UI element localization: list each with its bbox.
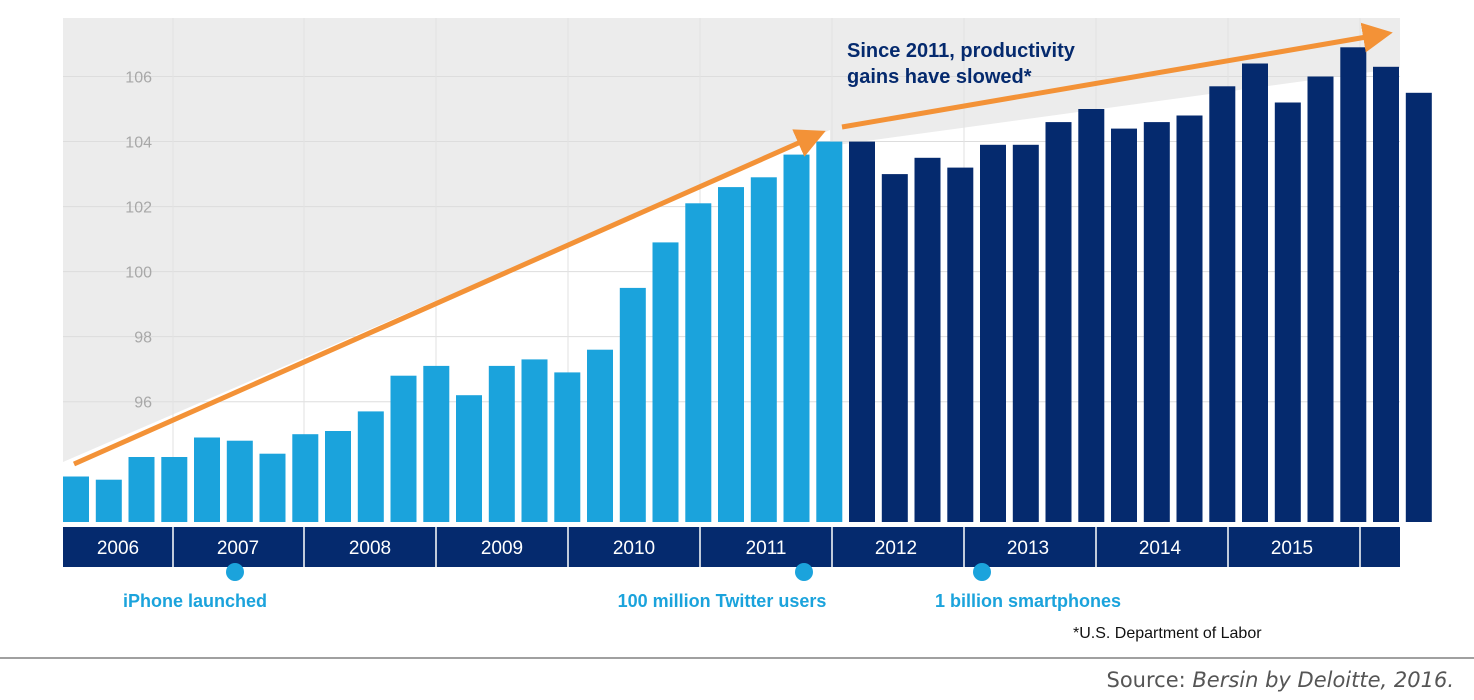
bar-pre-2011 — [783, 154, 810, 522]
slowdown-annotation-line2: gains have slowed* — [847, 66, 1032, 88]
bar-pre-2011 — [652, 242, 679, 522]
year-label: 2008 — [349, 538, 391, 559]
milestone-dot — [226, 563, 244, 581]
bar-post-2011 — [1045, 122, 1072, 522]
milestone-label: iPhone launched — [123, 591, 267, 611]
bar-pre-2011 — [390, 375, 417, 522]
year-label: 2009 — [481, 538, 523, 559]
bar-pre-2011 — [521, 359, 548, 522]
bar-post-2011 — [1078, 109, 1105, 522]
slowdown-annotation-line1: Since 2011, productivity — [847, 40, 1076, 62]
y-tick-label: 100 — [125, 265, 152, 282]
bar-pre-2011 — [325, 431, 351, 522]
bar-post-2011 — [1373, 66, 1399, 523]
y-tick-label: 98 — [134, 330, 152, 347]
bar-post-2011 — [914, 157, 941, 523]
bar-pre-2011 — [587, 349, 613, 522]
bar-pre-2011 — [718, 187, 744, 522]
y-tick-label: 104 — [125, 135, 152, 152]
bar-pre-2011 — [750, 177, 777, 523]
bar-pre-2011 — [63, 476, 89, 522]
milestone-dot — [973, 563, 991, 581]
trend-arrows — [72, 22, 1393, 467]
y-tick-label: 96 — [134, 395, 152, 412]
bar-post-2011 — [1307, 76, 1334, 522]
bar-post-2011 — [881, 174, 908, 522]
bar-pre-2011 — [619, 287, 646, 522]
bar-pre-2011 — [95, 479, 122, 522]
bar-pre-2011 — [128, 457, 155, 522]
bar-post-2011 — [1274, 102, 1301, 522]
trend-arrow-slow — [841, 22, 1393, 130]
year-band — [63, 527, 1400, 567]
trend-arrow-fast — [72, 129, 826, 467]
footnote: *U.S. Department of Labor — [1073, 625, 1262, 642]
year-label: 2006 — [97, 538, 139, 559]
bar-pre-2011 — [226, 440, 253, 522]
bar-post-2011 — [1242, 63, 1268, 522]
year-label: 2012 — [875, 538, 917, 559]
bar-post-2011 — [947, 167, 974, 522]
bar-post-2011 — [1143, 122, 1170, 522]
year-label: 2014 — [1139, 538, 1182, 559]
y-tick-label: 106 — [125, 70, 152, 87]
year-label: 2011 — [746, 538, 787, 559]
bar-pre-2011 — [259, 453, 286, 522]
bar-pre-2011 — [685, 203, 712, 523]
source-prefix: Source: — [1106, 668, 1193, 692]
bar-pre-2011 — [194, 437, 220, 522]
bar-pre-2011 — [554, 372, 581, 522]
bar-post-2011 — [1111, 128, 1137, 522]
bars — [63, 47, 1432, 523]
milestones: iPhone launched 100 million Twitter users… — [123, 563, 1121, 611]
bar-post-2011 — [1176, 115, 1203, 522]
year-label: 2007 — [217, 538, 259, 559]
year-label: 2015 — [1271, 538, 1313, 559]
bar-post-2011 — [1012, 144, 1039, 523]
year-label: 2013 — [1007, 538, 1049, 559]
source-credit: Source: Bersin by Deloitte, 2016. — [1106, 668, 1454, 692]
bar-post-2011 — [849, 141, 875, 522]
bar-post-2011 — [1340, 47, 1367, 523]
bar-post-2011 — [1405, 92, 1432, 523]
bar-pre-2011 — [816, 141, 843, 522]
divider-rule — [0, 657, 1474, 659]
shaded-region-early — [63, 18, 830, 462]
y-tick-labels: 96 98 100 102 104 106 — [125, 70, 152, 412]
bar-pre-2011 — [357, 411, 384, 522]
year-axis: 2006 2007 2008 2009 2010 2011 2012 2013 2014 2015 — [63, 527, 1400, 567]
bar-pre-2011 — [292, 434, 319, 522]
bar-post-2011 — [1209, 86, 1236, 523]
milestone-label: 100 million Twitter users — [618, 591, 827, 611]
bar-pre-2011 — [423, 365, 450, 522]
milestone-dot — [795, 563, 813, 581]
milestone-label: 1 billion smartphones — [935, 591, 1121, 611]
bar-post-2011 — [980, 144, 1006, 523]
year-label: 2010 — [613, 538, 655, 559]
bar-pre-2011 — [456, 395, 482, 522]
productivity-chart: 96 98 100 102 104 106 2006 2007 2008 2009 2010 201… — [63, 18, 1432, 642]
bar-pre-2011 — [161, 457, 188, 522]
y-tick-label: 102 — [125, 200, 152, 217]
bar-pre-2011 — [488, 365, 515, 522]
source-citation: Bersin by Deloitte, 2016. — [1192, 668, 1454, 692]
